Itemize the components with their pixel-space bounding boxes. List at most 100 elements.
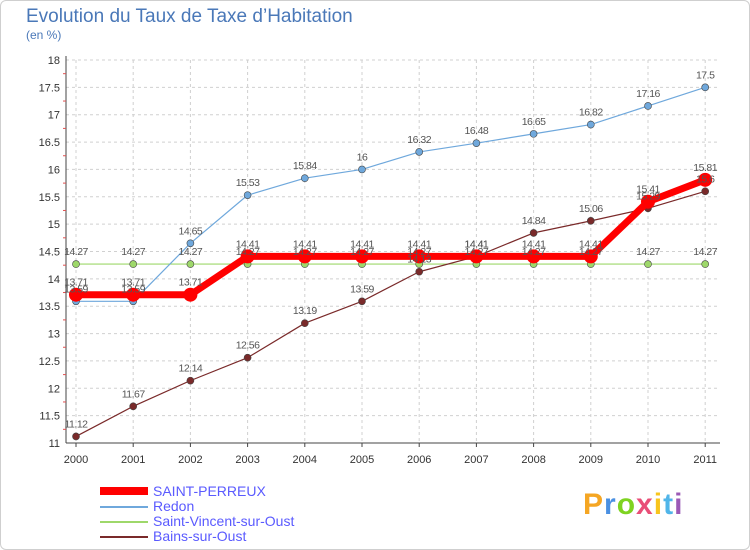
data-label: 14.41 (579, 238, 603, 250)
y-tick-label: 14 (48, 274, 60, 286)
data-point (240, 249, 255, 264)
x-tick-label: 2002 (178, 454, 202, 466)
data-label: 14.27 (236, 246, 260, 258)
data-label: 17.5 (696, 69, 715, 81)
data-point (469, 249, 484, 264)
data-point (529, 130, 538, 138)
x-tick-label: 2010 (636, 454, 660, 466)
data-point (415, 148, 424, 156)
x-tick-label: 2005 (350, 454, 374, 466)
data-label: 16 (357, 151, 368, 163)
series-1 (72, 83, 710, 306)
data-point (586, 120, 595, 129)
y-tick-label: 14.5 (39, 247, 60, 259)
data-label: 12.56 (236, 340, 260, 352)
data-point (701, 260, 710, 268)
data-label: 14.27 (179, 246, 203, 258)
axes (63, 56, 720, 444)
y-tick-label: 17 (48, 110, 60, 122)
data-point (126, 287, 141, 302)
data-label: 16.82 (579, 107, 603, 119)
data-label: 14.13 (407, 254, 431, 266)
x-tick-label: 2011 (693, 454, 717, 466)
proxiti-logo: Proxiti (583, 488, 684, 521)
data-label: 15.41 (636, 184, 660, 196)
data-point (297, 249, 312, 264)
series-3 (72, 187, 710, 441)
data-label: 15.53 (236, 177, 260, 189)
data-point (300, 174, 309, 182)
y-tick-label: 12 (48, 383, 60, 395)
legend-swatch (100, 521, 148, 523)
data-label: 14.27 (465, 246, 489, 258)
data-point (701, 187, 710, 196)
data-point (586, 217, 595, 225)
data-point (644, 260, 652, 268)
data-point (69, 287, 83, 302)
data-label: 16.48 (465, 125, 489, 137)
data-label: 13.71 (64, 277, 88, 289)
y-tick-labels: 11 11.5 12 12.5 13 13.5 14 14.5 15 15.5 16 16.5 17 17… (39, 55, 60, 450)
data-point (358, 165, 366, 174)
x-tick-label: 2004 (293, 454, 317, 466)
data-label: 14.41 (465, 238, 489, 250)
data-point (412, 249, 427, 264)
data-label: 14.27 (121, 246, 145, 258)
data-label: 14.27 (693, 246, 717, 258)
series-line (75, 86, 706, 302)
x-tick-label: 2009 (579, 454, 603, 466)
data-point (129, 402, 137, 411)
x-tick-label: 2008 (521, 454, 545, 466)
data-label: 14.27 (522, 246, 546, 258)
data-label: 14.41 (236, 238, 260, 250)
data-label: 14.84 (522, 215, 546, 227)
data-point (355, 249, 369, 264)
data-point (358, 297, 366, 306)
data-point (300, 319, 309, 327)
data-label: 15.81 (693, 162, 717, 174)
data-label: 14.27 (636, 246, 660, 258)
data-label: 13.59 (64, 283, 88, 295)
data-label: 14.27 (579, 246, 603, 258)
data-labels: 13.71 13.71 13.71 14.41 14.41 14.41 14.41 14.41… (64, 69, 718, 430)
x-tick-label: 2003 (235, 454, 259, 466)
y-tick-label: 18 (48, 55, 60, 67)
data-label: 14.41 (350, 238, 374, 250)
x-tick-label: 2006 (407, 454, 431, 466)
y-tick-label: 11 (49, 438, 60, 450)
data-label: 13.59 (350, 283, 374, 295)
data-label: 14.27 (407, 246, 431, 258)
legend-label: SAINT-PERREUX (153, 483, 266, 499)
data-label: 16.32 (407, 134, 431, 146)
chart-title: Evolution du Taux de Taxe d’Habitation (26, 6, 353, 27)
data-label: 13.19 (293, 305, 317, 317)
data-label: 14.27 (64, 246, 88, 258)
data-point (583, 249, 598, 264)
data-point (72, 432, 80, 441)
data-label: 11.67 (122, 388, 146, 400)
data-point (644, 102, 652, 110)
data-point (529, 229, 538, 237)
data-label: 14.41 (465, 238, 489, 250)
data-label: 14.65 (179, 225, 203, 237)
data-label: 15.84 (293, 160, 317, 172)
series-line (72, 176, 709, 299)
series-line (75, 190, 706, 438)
data-label: 15.29 (636, 190, 660, 202)
data-point (186, 260, 195, 268)
legend-swatch (100, 506, 148, 508)
data-point (701, 83, 710, 92)
x-tick-label: 2000 (64, 454, 88, 466)
data-label: 13.59 (121, 283, 145, 295)
legend-swatch (100, 487, 148, 495)
y-tick-label: 13.5 (39, 301, 60, 313)
data-point (526, 249, 541, 264)
legend-swatch (100, 536, 148, 538)
data-point (698, 172, 713, 187)
data-point (415, 267, 424, 276)
data-label: 13.71 (121, 277, 145, 289)
y-tick-label: 16 (48, 164, 60, 176)
data-label: 14.27 (293, 246, 317, 258)
data-point (472, 139, 481, 147)
